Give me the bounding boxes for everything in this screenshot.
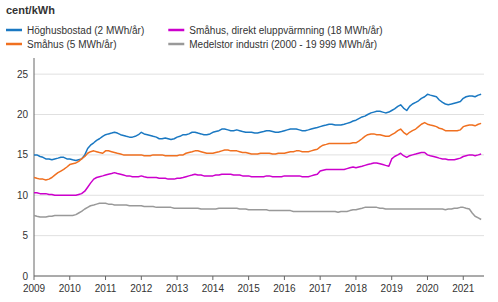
series-line bbox=[34, 152, 481, 195]
x-tick bbox=[177, 276, 178, 280]
legend-item: Medelstor industri (2000 - 19 999 MWh/år… bbox=[168, 39, 377, 50]
grid-line bbox=[34, 195, 484, 196]
legend-item: Småhus, direkt eluppvärmning (18 MWh/år) bbox=[168, 25, 382, 36]
legend-swatch bbox=[168, 29, 184, 32]
y-tick-label: 25 bbox=[17, 69, 29, 80]
legend-label: Medelstor industri (2000 - 19 999 MWh/år… bbox=[189, 39, 377, 50]
y-tick-label: 10 bbox=[17, 190, 29, 201]
grid-line bbox=[34, 114, 484, 115]
x-tick-label: 2018 bbox=[345, 283, 368, 294]
grid-line bbox=[34, 235, 484, 236]
series-line bbox=[34, 94, 481, 160]
grid-line bbox=[34, 74, 484, 75]
x-tick bbox=[212, 276, 213, 280]
x-tick-label: 2011 bbox=[95, 283, 117, 294]
x-tick bbox=[355, 276, 356, 280]
legend-label: Småhus (5 MWh/år) bbox=[27, 39, 116, 50]
title: cent/kWh bbox=[6, 4, 55, 16]
y-tick-label: 5 bbox=[22, 230, 28, 241]
legend-label: Småhus, direkt eluppvärmning (18 MWh/år) bbox=[189, 25, 382, 36]
x-tick-label: 2021 bbox=[452, 283, 475, 294]
x-tick bbox=[69, 276, 70, 280]
series-line bbox=[34, 203, 481, 219]
x-tick bbox=[34, 276, 35, 280]
x-tick bbox=[391, 276, 392, 280]
y-tick-label: 15 bbox=[17, 149, 29, 160]
y-tick-label: 0 bbox=[22, 271, 28, 282]
x-tick-label: 2020 bbox=[416, 283, 439, 294]
y-tick-label: 20 bbox=[17, 109, 29, 120]
grid bbox=[34, 74, 484, 276]
x-tick bbox=[248, 276, 249, 280]
x-tick bbox=[141, 276, 142, 280]
x-tick-label: 2017 bbox=[309, 283, 332, 294]
x-tick-label: 2016 bbox=[273, 283, 296, 294]
legend: Höghusbostad (2 MWh/år) Småhus (5 MWh/år)… bbox=[6, 25, 383, 50]
legend-swatch bbox=[6, 43, 22, 46]
series-line bbox=[34, 123, 481, 180]
x-tick-label: 2012 bbox=[130, 283, 153, 294]
x-tick bbox=[427, 276, 428, 280]
legend-item: Småhus (5 MWh/år) bbox=[6, 39, 116, 50]
x-tick bbox=[463, 276, 464, 280]
x-tick bbox=[284, 276, 285, 280]
x-tick-label: 2009 bbox=[23, 283, 46, 294]
x-tick-label: 2014 bbox=[202, 283, 225, 294]
legend-item: Höghusbostad (2 MWh/år) bbox=[6, 25, 144, 36]
x-tick bbox=[105, 276, 106, 280]
x-tick-label: 2019 bbox=[381, 283, 404, 294]
grid-line bbox=[34, 276, 484, 277]
legend-label: Höghusbostad (2 MWh/år) bbox=[27, 25, 144, 36]
legend-swatch bbox=[168, 43, 184, 46]
y-axis-line bbox=[34, 58, 35, 276]
x-tick-label: 2010 bbox=[59, 283, 82, 294]
chart: cent/kWh 0 5 10 15 20 25 2009 2010 2011 2012 2013 20… bbox=[0, 0, 498, 302]
lines bbox=[34, 94, 481, 219]
x-axis-line bbox=[34, 276, 484, 277]
legend-swatch bbox=[6, 29, 22, 32]
x-tick-label: 2013 bbox=[166, 283, 189, 294]
x-tick-label: 2015 bbox=[238, 283, 261, 294]
x-tick bbox=[320, 276, 321, 280]
